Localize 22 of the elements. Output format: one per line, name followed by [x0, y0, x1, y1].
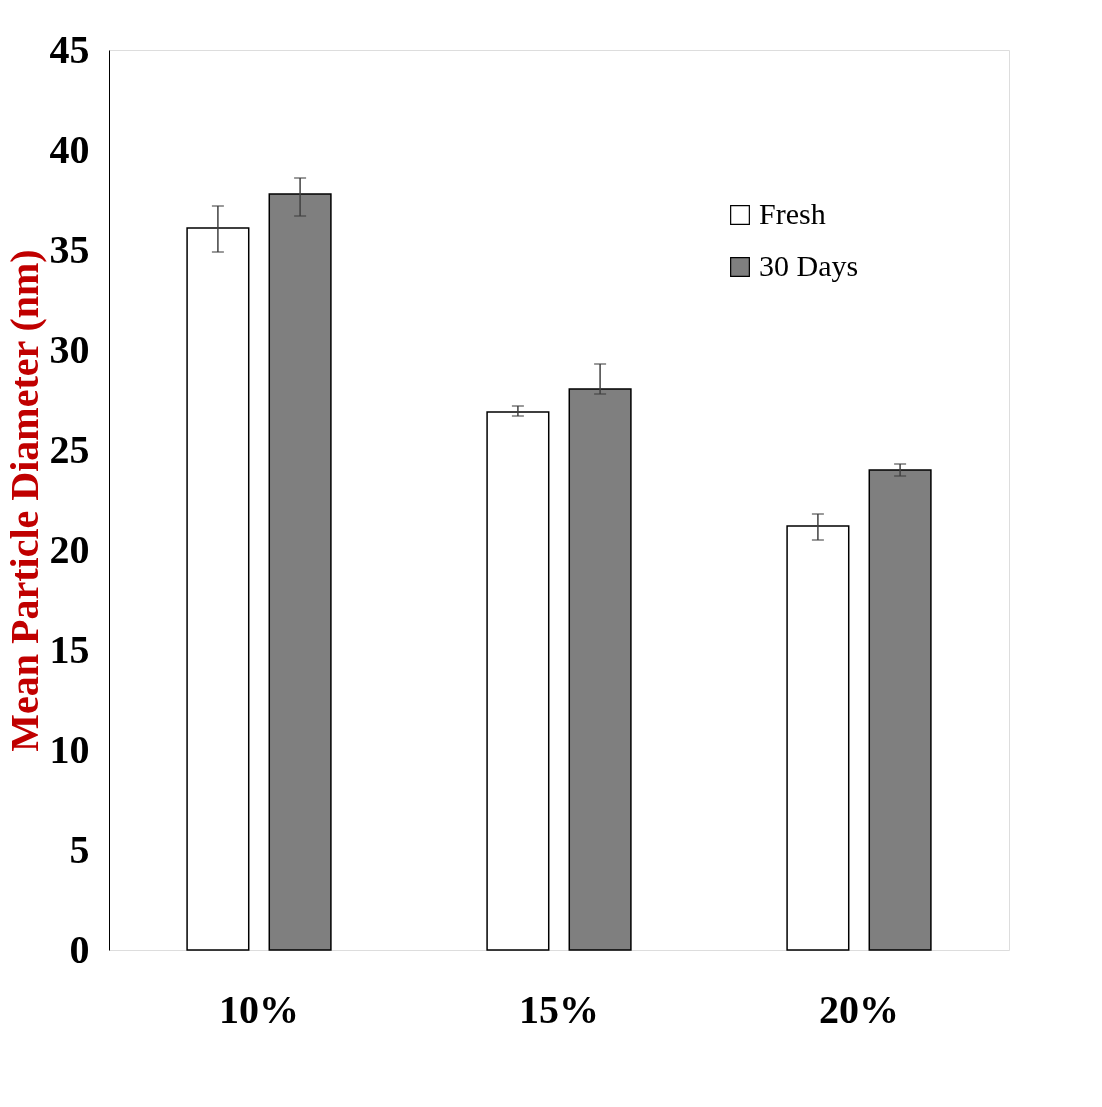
x-tick-label: 20%: [819, 986, 899, 1032]
y-tick-label: 45: [49, 26, 90, 72]
bar: [186, 227, 250, 951]
x-tick-label: 10%: [219, 986, 299, 1032]
bar: [268, 193, 332, 951]
x-tick-label: 15%: [519, 986, 599, 1032]
y-tick-label: 35: [49, 226, 90, 272]
y-tick-label: 10: [49, 726, 90, 772]
y-tick-label: 20: [49, 526, 90, 572]
y-tick-label: 0: [69, 926, 90, 972]
y-tick-label: 25: [49, 426, 90, 472]
y-axis-title: Mean Particle Diameter (nm): [1, 249, 47, 752]
y-tick-label: 15: [49, 626, 90, 672]
legend-label: 30 Days: [759, 249, 859, 282]
legend-label: Fresh: [759, 197, 826, 230]
y-tick-label: 30: [49, 326, 90, 372]
bar: [868, 469, 932, 951]
bar: [786, 525, 850, 951]
y-tick-label: 5: [69, 826, 90, 872]
bar: [568, 388, 632, 951]
y-tick-label: 40: [49, 126, 90, 172]
bar: [486, 411, 550, 951]
